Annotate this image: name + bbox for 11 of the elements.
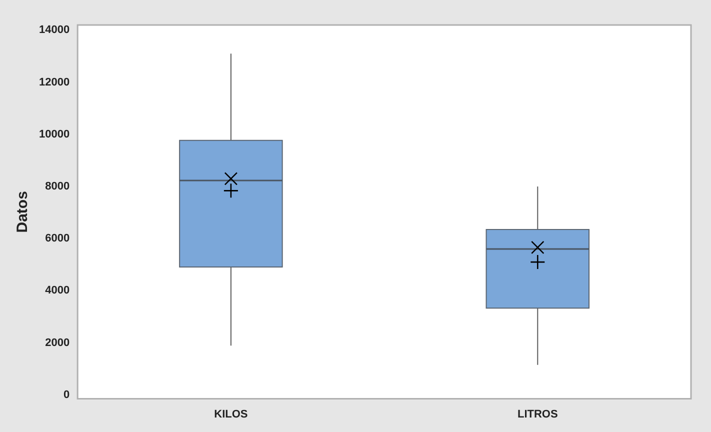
y-tick-label: 14000 bbox=[38, 24, 70, 36]
y-tick-label: 0 bbox=[63, 388, 70, 401]
y-tick-label: 12000 bbox=[38, 76, 70, 88]
y-tick-label: 8000 bbox=[45, 180, 70, 193]
y-tick-label: 4000 bbox=[45, 284, 70, 297]
x-tick-label: LITROS bbox=[517, 408, 558, 420]
y-tick-label: 2000 bbox=[45, 336, 70, 349]
y-axis-title: Datos bbox=[14, 191, 32, 233]
y-tick-label: 10000 bbox=[38, 128, 70, 140]
x-tick-label: KILOS bbox=[214, 408, 248, 420]
y-tick-label: 6000 bbox=[45, 232, 70, 245]
